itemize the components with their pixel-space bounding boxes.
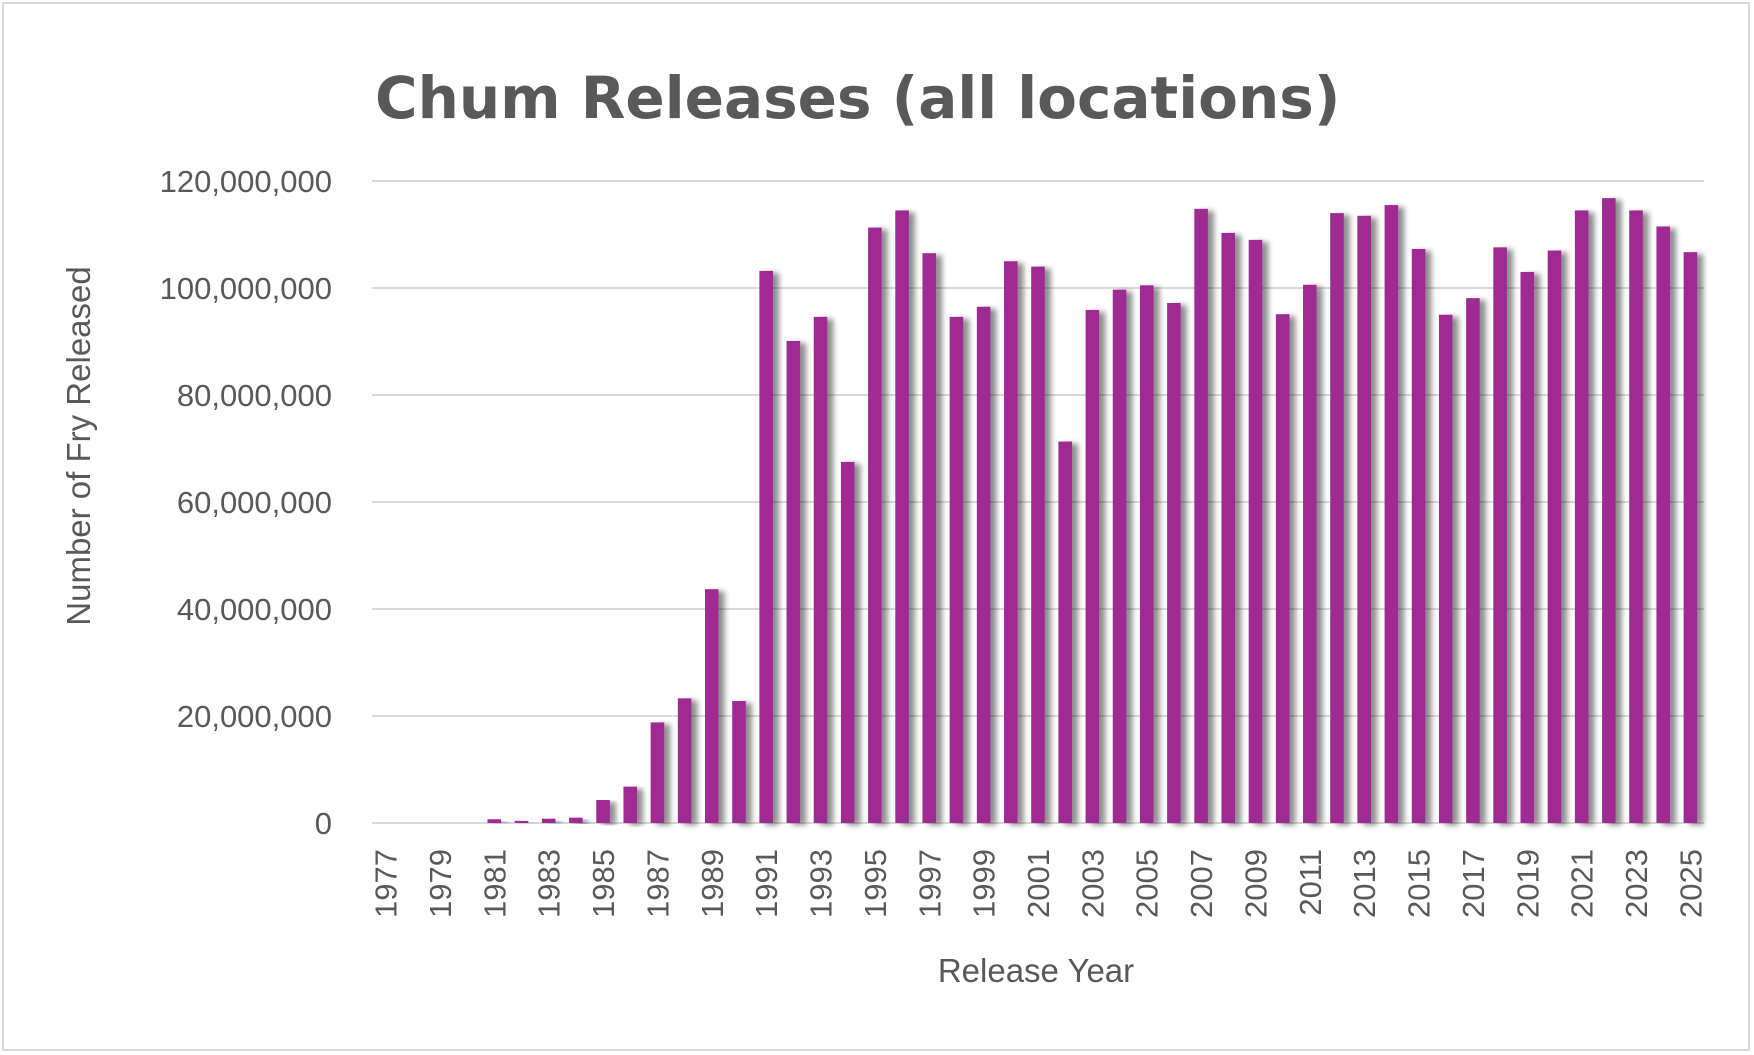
bar-2021 — [1574, 210, 1589, 824]
bar-2000 — [1004, 261, 1018, 823]
x-tick-label: 2011 — [1293, 849, 1328, 916]
bar-1984 — [569, 817, 583, 823]
bar-2022 — [1602, 198, 1616, 823]
x-tick-label: 2019 — [1510, 849, 1545, 918]
bar-1993 — [813, 316, 828, 823]
bar-2013 — [1357, 215, 1371, 823]
x-tick-label: 2023 — [1619, 849, 1654, 918]
bar-1990 — [732, 701, 746, 823]
bar-1986 — [623, 786, 638, 823]
bar-1992 — [786, 340, 801, 823]
bar-2025 — [1683, 252, 1698, 823]
y-tick-label: 120,000,000 — [160, 164, 332, 199]
bar-1989 — [705, 589, 719, 823]
bar-1994 — [840, 461, 855, 823]
x-tick-label: 1993 — [804, 849, 839, 918]
x-tick-label: 2013 — [1347, 849, 1382, 918]
bar-2024 — [1656, 226, 1671, 824]
bars — [487, 198, 1698, 824]
x-tick-label: 2009 — [1238, 849, 1273, 918]
x-tick-label: 1997 — [912, 849, 947, 918]
bar-1998 — [949, 316, 964, 823]
bar-1985 — [596, 799, 610, 823]
x-tick-label: 2015 — [1402, 849, 1437, 918]
x-tick-label: 2007 — [1184, 849, 1219, 918]
y-tick-label: 20,000,000 — [177, 699, 332, 734]
x-tick-label: 2025 — [1673, 849, 1708, 918]
x-tick-label: 1999 — [967, 849, 1002, 918]
x-tick-label: 2001 — [1021, 849, 1056, 918]
x-tick-label: 1987 — [640, 849, 675, 918]
bar-2006 — [1167, 302, 1181, 824]
bar-2002 — [1058, 441, 1072, 823]
bar-2005 — [1139, 285, 1154, 823]
bar-2023 — [1629, 210, 1643, 824]
y-tick-label: 100,000,000 — [160, 271, 332, 306]
bar-1991 — [759, 270, 773, 823]
bar-2008 — [1221, 232, 1236, 823]
x-tick-label: 2017 — [1456, 849, 1491, 918]
bar-1999 — [976, 306, 991, 824]
bar-2011 — [1303, 284, 1317, 823]
x-tick-label: 1991 — [749, 849, 784, 918]
bar-2020 — [1547, 250, 1562, 824]
y-tick-label: 80,000,000 — [177, 378, 332, 413]
x-tick-label: 1989 — [695, 849, 730, 918]
y-tick-label: 60,000,000 — [177, 485, 332, 520]
y-axis-title: Number of Fry Released — [60, 266, 97, 625]
x-tick-label: 1983 — [532, 849, 567, 918]
bar-1988 — [677, 698, 692, 823]
bar-1987 — [650, 722, 665, 823]
bar-2003 — [1085, 309, 1100, 823]
bar-2017 — [1466, 298, 1480, 823]
y-tick-label: 0 — [315, 806, 332, 841]
bar-2009 — [1248, 239, 1263, 824]
bar-1983 — [541, 818, 556, 823]
y-axis-ticks: 0 20,000,000 40,000,000 60,000,000 80,000,00… — [160, 164, 332, 841]
x-tick-label: 2003 — [1075, 849, 1110, 918]
bar-1996 — [895, 210, 909, 824]
x-tick-label: 1985 — [586, 849, 621, 918]
bar-2010 — [1275, 314, 1290, 823]
x-tick-label: 2021 — [1565, 849, 1600, 918]
bar-2004 — [1112, 289, 1127, 824]
bar-2015 — [1411, 248, 1426, 823]
bar-2012 — [1330, 213, 1344, 824]
bar-1981 — [487, 819, 502, 823]
x-axis-ticks: 1977 1979 1981 1983 1985 1987 1989 1991 1993 1995… — [369, 849, 1709, 918]
bar-2016 — [1438, 314, 1453, 823]
x-tick-label: 1981 — [477, 849, 512, 918]
bar-2019 — [1520, 271, 1535, 823]
x-tick-label: 1977 — [369, 849, 404, 918]
x-tick-label: 2005 — [1130, 849, 1165, 918]
chart-title: Chum Releases (all locations) — [375, 64, 1340, 132]
y-tick-label: 40,000,000 — [177, 592, 332, 627]
bar-2014 — [1384, 205, 1399, 823]
bar-2018 — [1493, 247, 1507, 824]
x-tick-label: 1995 — [858, 849, 893, 918]
bar-1997 — [922, 253, 937, 824]
x-axis-title: Release Year — [938, 952, 1134, 989]
bar-2001 — [1031, 266, 1045, 824]
bar-1995 — [868, 227, 882, 824]
x-tick-label: 1979 — [423, 849, 458, 918]
bar-2007 — [1194, 208, 1208, 823]
bar-1982 — [514, 820, 529, 823]
